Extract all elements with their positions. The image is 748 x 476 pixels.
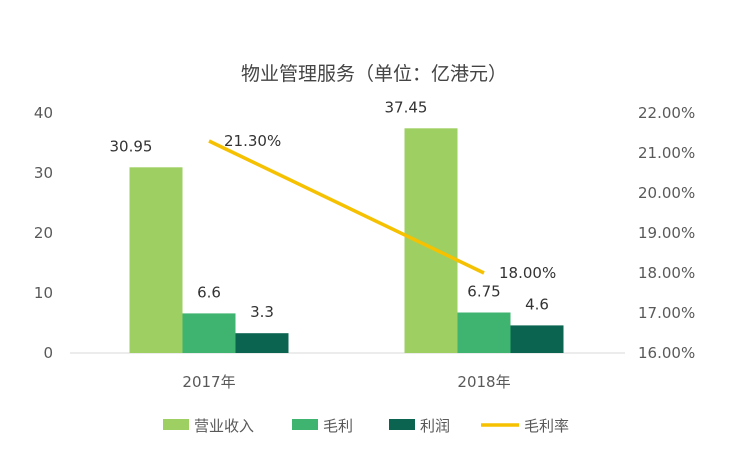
data-label: 6.75	[467, 283, 500, 301]
x-tick-label: 2018年	[457, 373, 510, 391]
legend-label: 利润	[420, 417, 450, 435]
right-tick-label: 19.00%	[638, 224, 695, 242]
bar-毛利	[457, 312, 511, 353]
bar-利润	[235, 333, 289, 353]
left-tick-label: 40	[34, 104, 53, 122]
line-data-label: 18.00%	[499, 264, 556, 282]
chart-title: 物业管理服务（单位：亿港元）	[241, 63, 507, 85]
legend-swatch-利润	[389, 419, 415, 430]
line-data-label: 21.30%	[224, 132, 281, 150]
data-label: 3.3	[250, 303, 274, 321]
margin-line	[208, 139, 485, 275]
legend-label: 毛利	[323, 417, 353, 435]
data-label: 6.6	[197, 283, 221, 301]
left-tick-label: 0	[43, 344, 53, 362]
x-tick-label: 2017年	[182, 373, 235, 391]
legend-swatch-毛利	[292, 419, 318, 430]
left-y-axis: 0 10 20 30 40	[34, 104, 53, 362]
legend-label: 毛利率	[524, 417, 569, 435]
right-y-axis: 16.00% 17.00% 18.00% 19.00% 20.00% 21.00% 22.0…	[638, 104, 695, 362]
left-tick-label: 30	[34, 164, 53, 182]
legend-label: 营业收入	[194, 417, 254, 435]
right-tick-label: 21.00%	[638, 144, 695, 162]
right-tick-label: 16.00%	[638, 344, 695, 362]
legend-swatch-营业收入	[163, 419, 189, 430]
bar-营业收入	[404, 128, 458, 353]
data-labels: 30.95 37.45 6.6 6.75 3.3 4.6 21.30% 18.00%	[110, 98, 557, 321]
data-label: 4.6	[525, 295, 549, 313]
right-tick-label: 17.00%	[638, 304, 695, 322]
bars	[129, 128, 564, 353]
left-tick-label: 10	[34, 284, 53, 302]
bar-利润	[510, 325, 564, 353]
legend: 营业收入 毛利 利润 毛利率	[163, 417, 569, 435]
right-tick-label: 20.00%	[638, 184, 695, 202]
bar-毛利	[182, 313, 236, 353]
line-毛利率	[208, 139, 485, 275]
data-label: 37.45	[385, 98, 428, 116]
bar-营业收入	[129, 167, 183, 353]
left-tick-label: 20	[34, 224, 53, 242]
data-label: 30.95	[110, 137, 153, 155]
right-tick-label: 22.00%	[638, 104, 695, 122]
x-axis: 2017年 2018年	[182, 373, 510, 391]
right-tick-label: 18.00%	[638, 264, 695, 282]
